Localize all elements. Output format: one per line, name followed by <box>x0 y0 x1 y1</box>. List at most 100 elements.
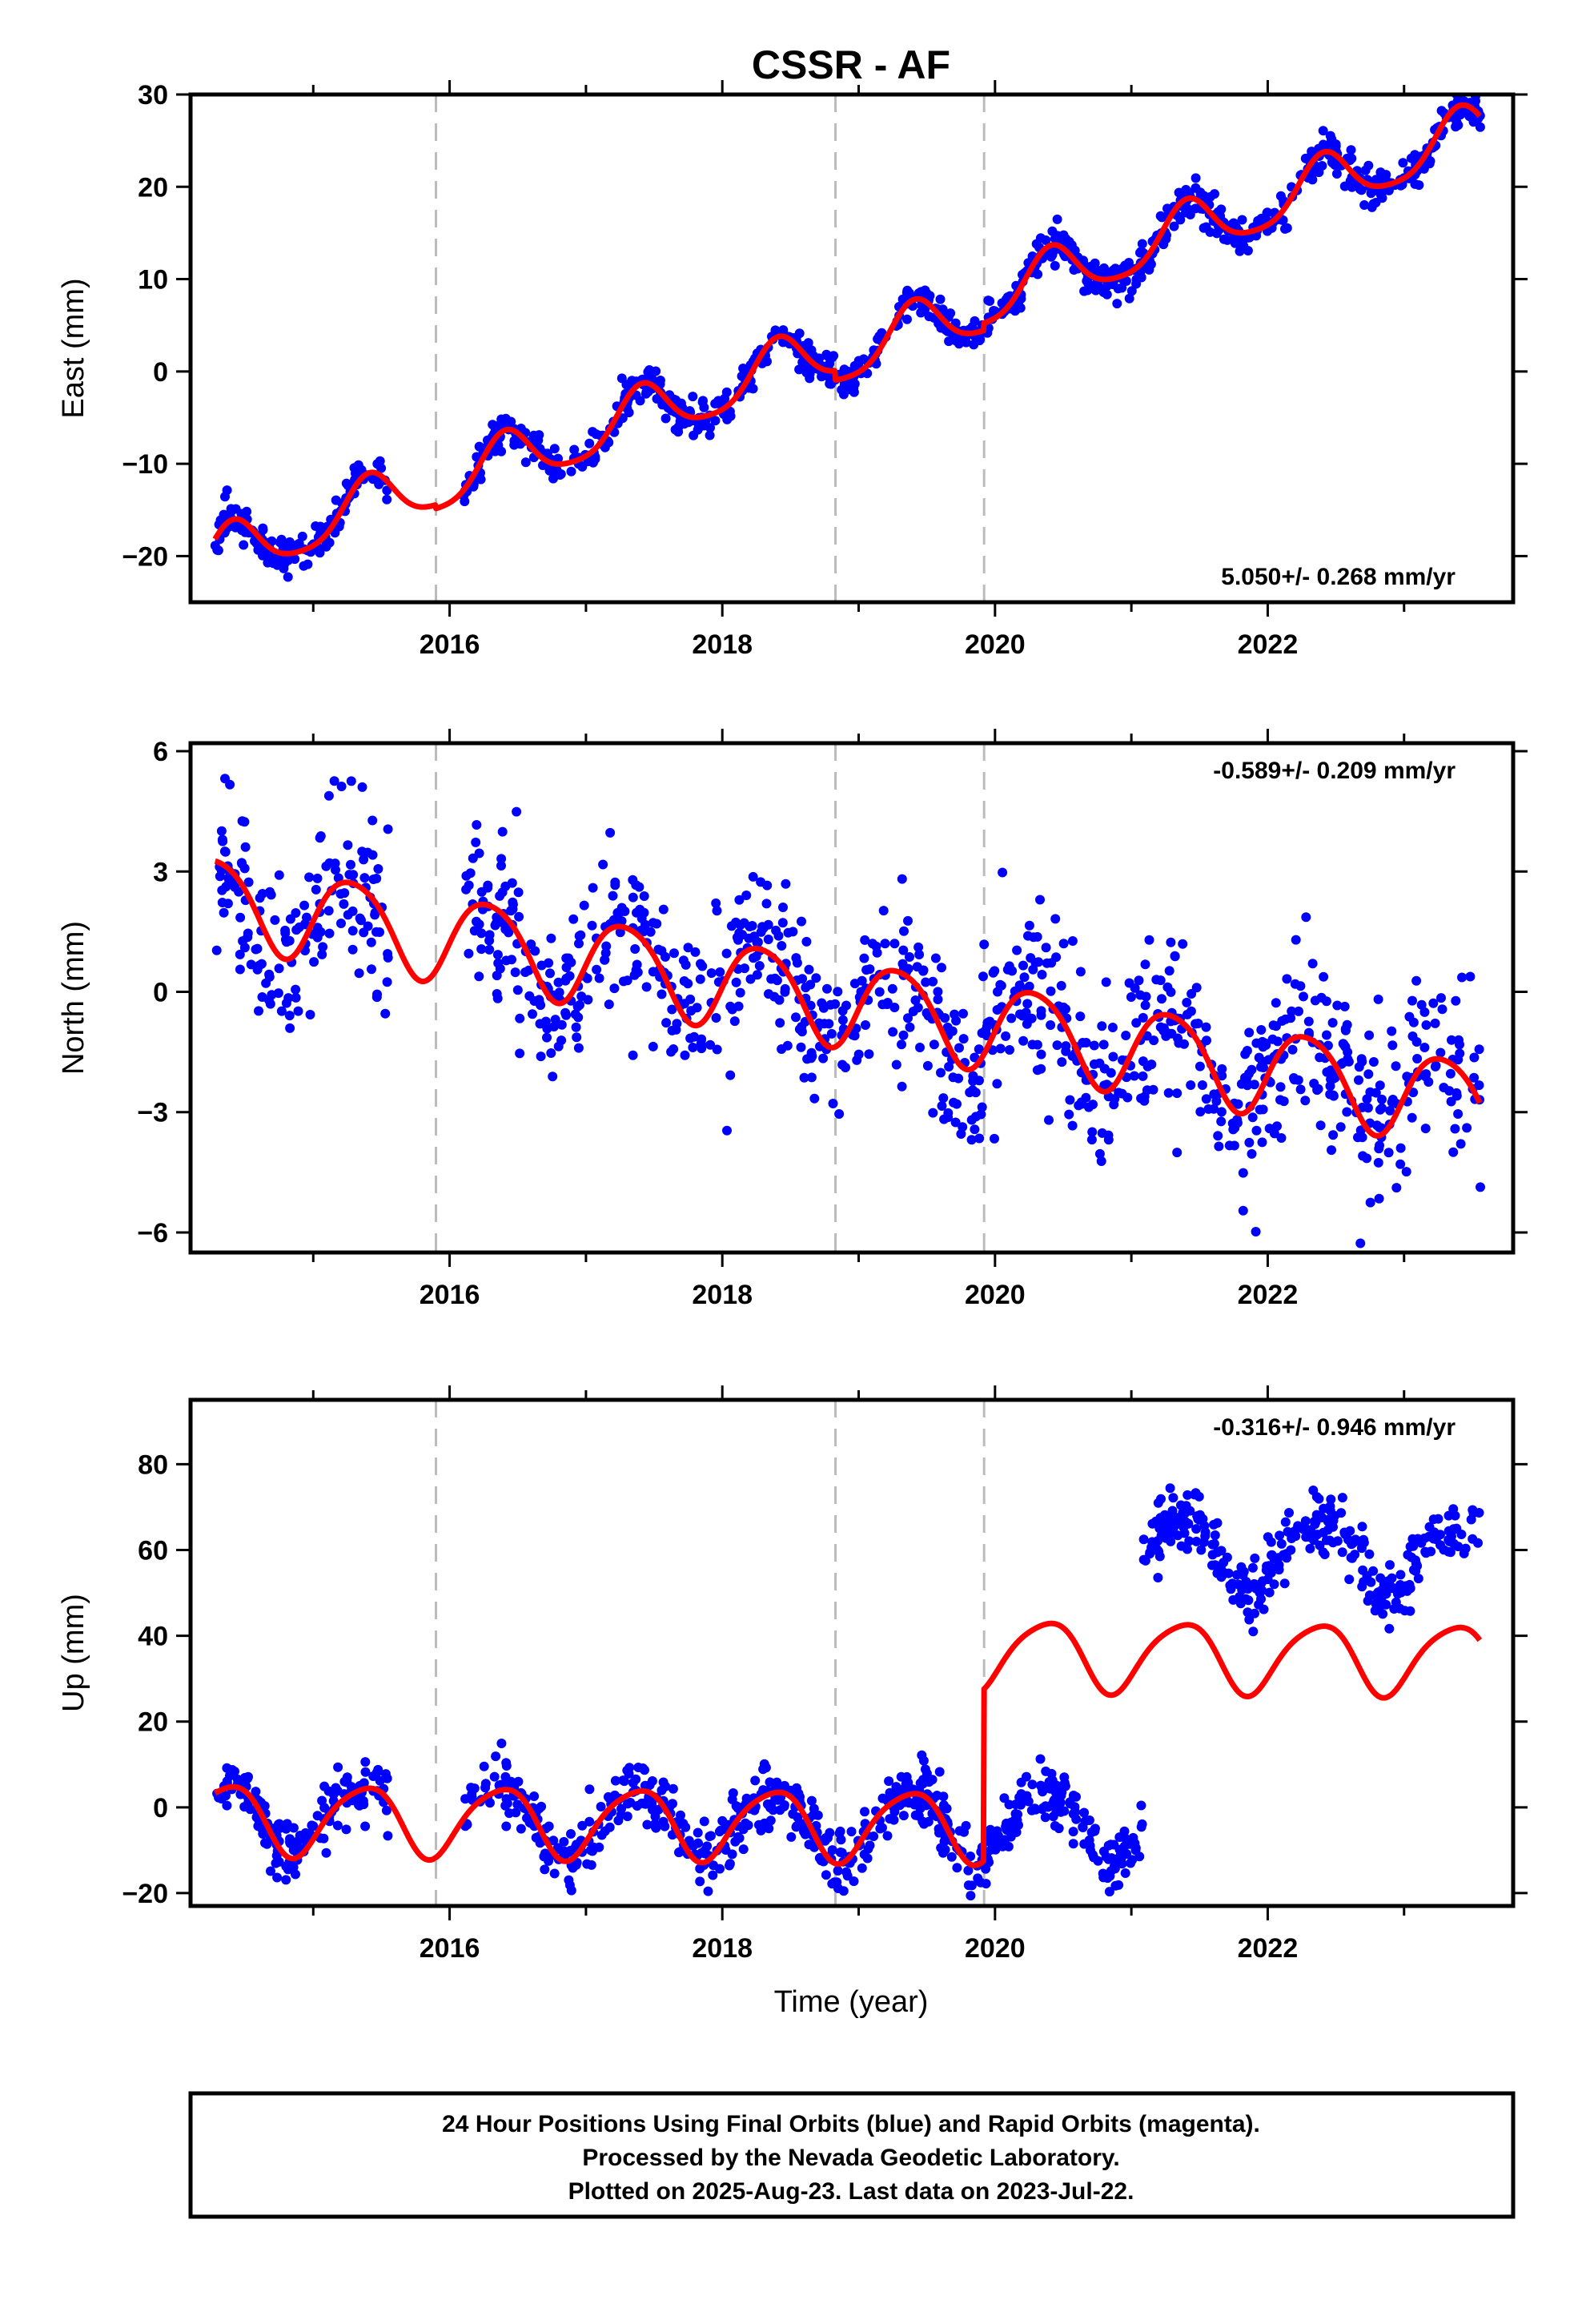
north-point <box>357 782 367 792</box>
north-point <box>1247 1148 1257 1159</box>
east-point <box>617 413 628 424</box>
up-point <box>1344 1574 1355 1585</box>
east-point <box>1158 239 1169 250</box>
north-point <box>605 827 616 838</box>
up-point <box>1130 1838 1140 1848</box>
up-point <box>501 1821 512 1831</box>
up-point <box>282 1819 292 1829</box>
north-point <box>763 935 773 944</box>
north-point <box>1244 1027 1255 1038</box>
north-point <box>1439 1083 1449 1092</box>
north-point <box>632 967 643 978</box>
north-point <box>1056 980 1066 991</box>
north-point <box>1186 1006 1196 1016</box>
north-point <box>1075 967 1086 977</box>
up-point <box>584 1784 595 1795</box>
north-point <box>1453 1055 1464 1065</box>
up-point <box>1408 1541 1419 1551</box>
up-point <box>1153 1573 1163 1582</box>
north-point <box>922 1060 933 1071</box>
north-y-tick-label: 3 <box>153 857 168 887</box>
north-point <box>733 1001 744 1011</box>
north-point <box>594 973 604 983</box>
up-point <box>1150 1516 1161 1526</box>
north-point <box>343 910 353 920</box>
north-point <box>783 927 793 938</box>
up-point <box>738 1844 749 1855</box>
east-point <box>770 325 781 336</box>
north-point <box>1138 1071 1148 1081</box>
up-point <box>741 1818 751 1828</box>
north-point <box>1295 1084 1306 1095</box>
up-point <box>1263 1532 1273 1542</box>
north-y-tick-label: −6 <box>137 1218 168 1248</box>
up-point <box>285 1834 295 1844</box>
north-point <box>583 995 593 1005</box>
north-point <box>903 1013 913 1023</box>
east-point <box>1185 205 1195 215</box>
up-point <box>1403 1550 1413 1560</box>
north-point <box>811 973 821 983</box>
north-point <box>1456 1139 1466 1149</box>
north-point <box>1428 998 1439 1008</box>
north-point <box>741 891 752 900</box>
north-point <box>252 943 263 954</box>
north-point <box>711 1013 721 1023</box>
up-point <box>938 1791 949 1802</box>
up-point <box>1264 1568 1275 1578</box>
north-point <box>1385 1105 1395 1116</box>
north-point <box>944 1062 954 1072</box>
north-point <box>508 899 518 910</box>
north-point <box>695 974 705 984</box>
north-point <box>1327 1145 1336 1156</box>
north-point <box>928 976 938 987</box>
north-point <box>1271 998 1281 1008</box>
up-point <box>1212 1518 1223 1528</box>
up-point <box>1443 1534 1454 1545</box>
up-point <box>765 1777 775 1787</box>
north-point <box>1474 1044 1484 1055</box>
north-point <box>546 1048 556 1058</box>
east-point <box>1144 264 1154 275</box>
east-point <box>496 414 507 424</box>
north-point <box>347 926 358 936</box>
up-point <box>375 1775 385 1786</box>
east-point <box>1219 234 1229 244</box>
north-point <box>1325 1081 1335 1092</box>
north-point <box>1035 895 1045 905</box>
north-point <box>476 928 487 939</box>
up-point <box>291 1869 300 1880</box>
north-point <box>628 875 638 885</box>
north-point <box>628 1050 638 1060</box>
up-point <box>251 1787 261 1797</box>
north-point <box>265 999 275 1009</box>
east-point <box>838 389 849 400</box>
chart-title: CSSR - AF <box>752 42 950 87</box>
east-point <box>258 523 268 533</box>
east-point <box>974 336 985 346</box>
north-point <box>1437 1004 1447 1015</box>
east-panel: 2016 2018 2020 2022 −20 −10 0 10 20 30 East (mm) 5.… <box>57 80 1528 660</box>
up-point <box>917 1779 928 1789</box>
up-point <box>842 1871 853 1881</box>
footer-line-2: Processed by the Nevada Geodetic Laborat… <box>582 2145 1119 2171</box>
east-point <box>676 398 686 408</box>
north-point <box>270 915 280 925</box>
north-point <box>1249 1080 1259 1090</box>
north-point <box>1401 1167 1411 1177</box>
up-point <box>934 1827 944 1838</box>
east-point <box>616 373 627 384</box>
north-point <box>849 1031 860 1041</box>
north-point <box>705 1039 716 1050</box>
east-point <box>873 334 883 344</box>
up-point <box>529 1791 540 1801</box>
up-point <box>496 1739 507 1748</box>
north-point <box>1041 943 1051 953</box>
north-point <box>1022 999 1033 1009</box>
north-point <box>1001 1031 1011 1041</box>
up-point <box>1355 1536 1364 1546</box>
north-point <box>1387 1040 1398 1051</box>
north-point <box>1395 1159 1406 1169</box>
north-point <box>1238 1205 1248 1216</box>
east-point <box>825 359 835 369</box>
